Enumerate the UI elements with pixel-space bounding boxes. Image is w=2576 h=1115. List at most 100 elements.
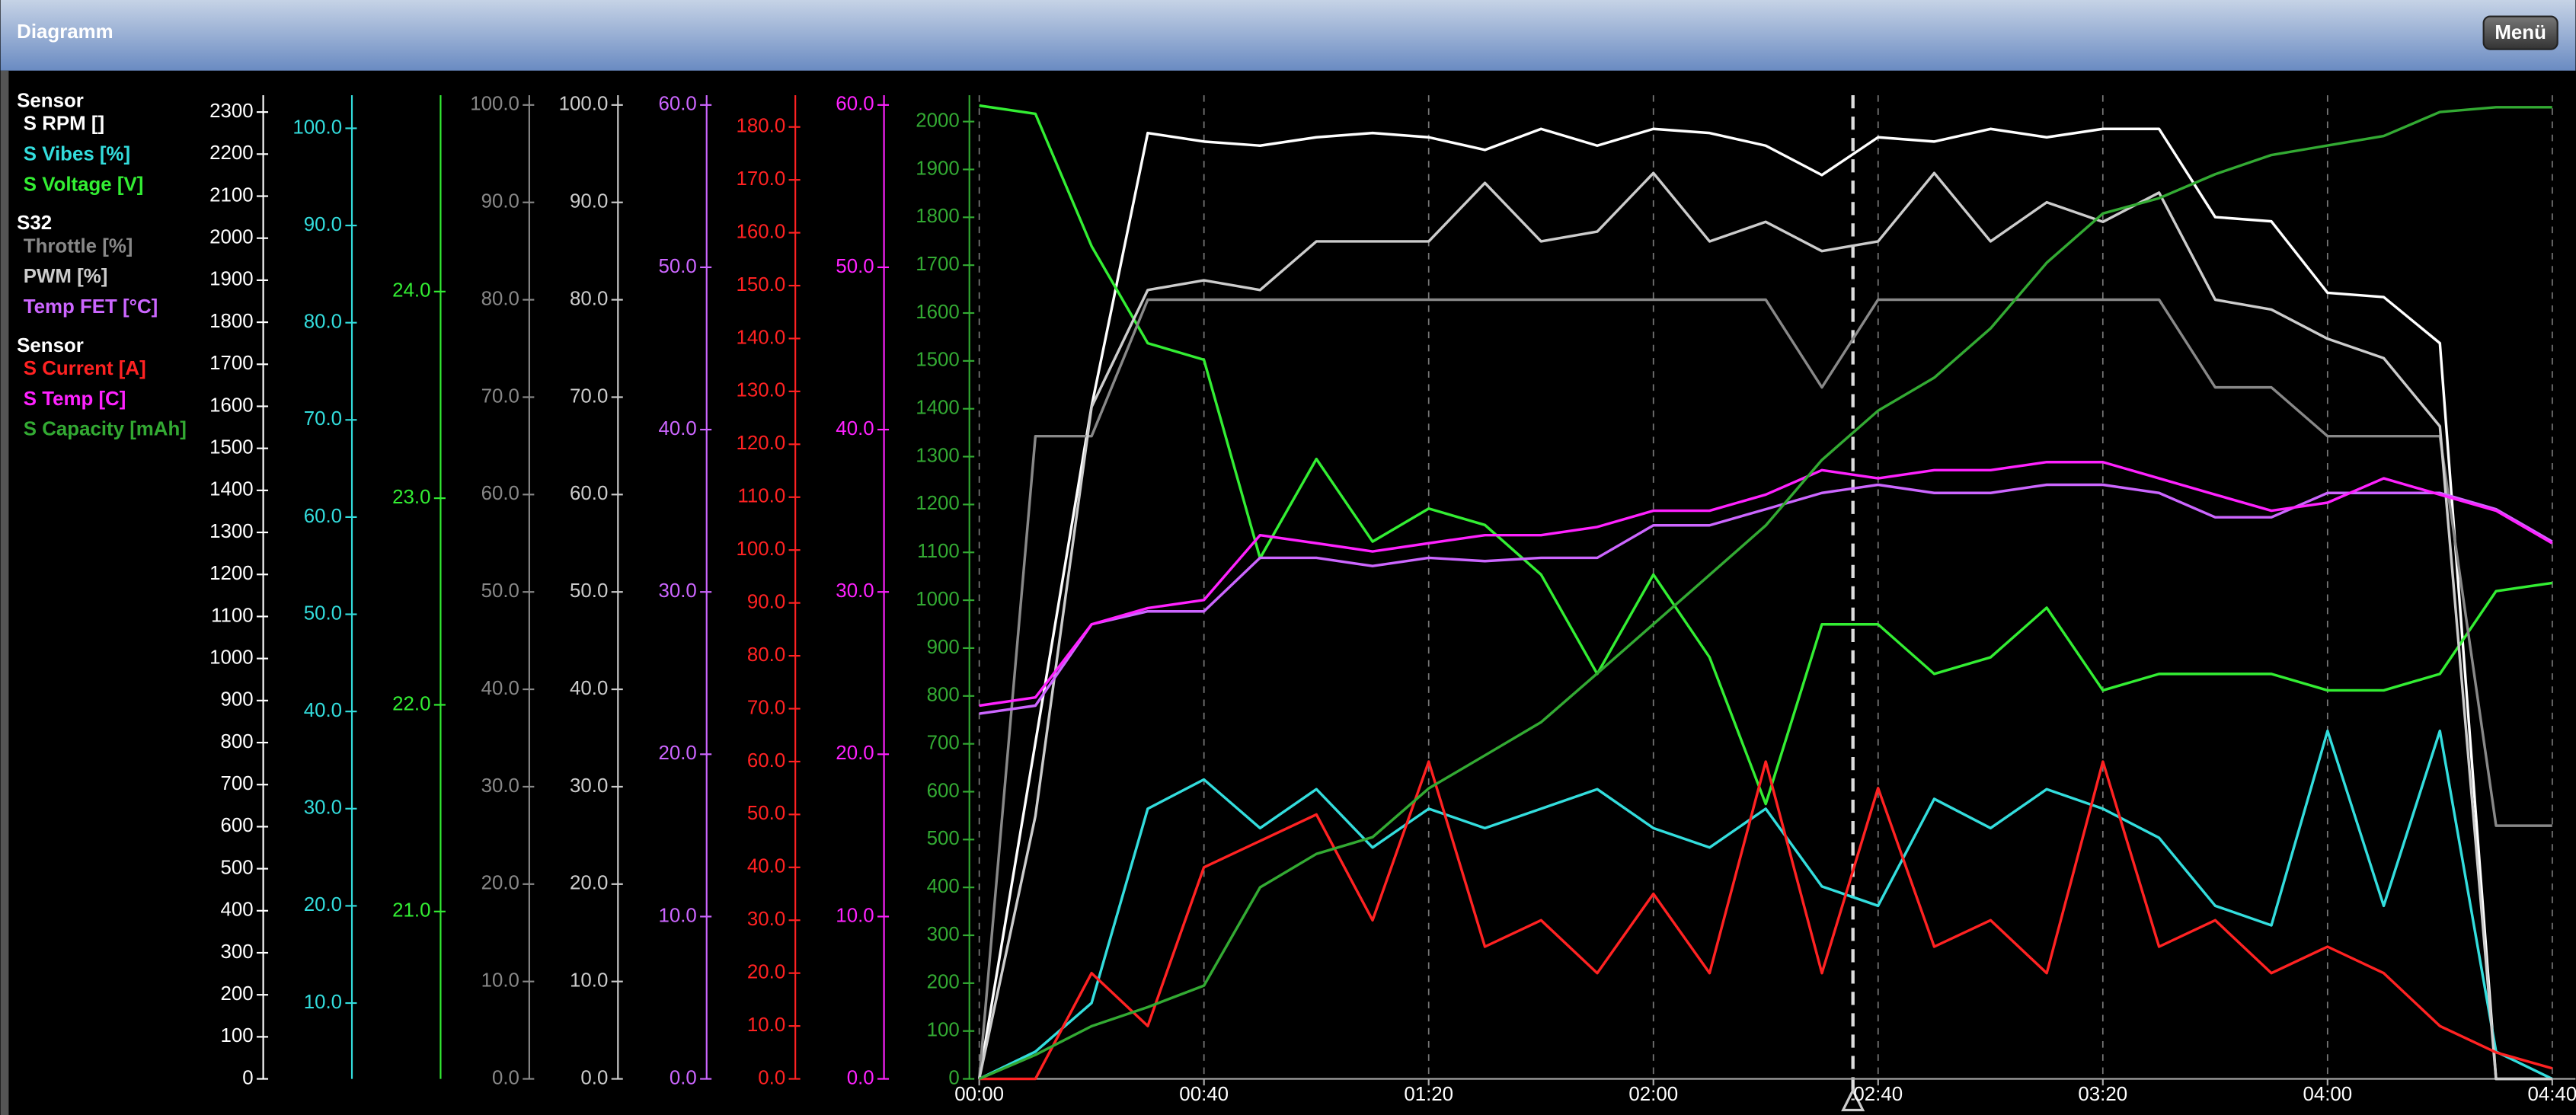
y-tick-label: 50.0 — [658, 256, 696, 277]
y-tick-label: 20.0 — [481, 873, 519, 894]
y-tick-label: 1900 — [916, 158, 960, 179]
series-line — [977, 298, 2552, 1079]
y-tick-label: 21.0 — [392, 900, 430, 922]
y-tick-label: 1100 — [211, 605, 254, 626]
y-tick-label: 600 — [927, 780, 960, 801]
y-tick-label: 40.0 — [836, 418, 874, 439]
x-tick-label: 00:00 — [954, 1084, 1004, 1105]
y-tick-label: 160.0 — [737, 221, 786, 242]
y-tick-label: 80.0 — [747, 644, 785, 666]
y-tick-label: 60.0 — [658, 94, 696, 115]
y-tick-label: 50.0 — [481, 580, 519, 602]
y-tick-label: 50.0 — [836, 256, 874, 277]
y-tick-label: 100.0 — [470, 94, 519, 115]
y-tick-label: 40.0 — [747, 856, 785, 877]
y-tick-label: 30.0 — [747, 909, 785, 930]
y-tick-label: 20.0 — [570, 873, 608, 894]
y-tick-label: 1700 — [916, 254, 960, 275]
y-tick-label: 400 — [220, 899, 253, 921]
menu-button-label[interactable]: Menü — [2495, 22, 2546, 43]
y-tick-label: 0.0 — [492, 1067, 519, 1088]
y-tick-label: 130.0 — [737, 380, 786, 401]
y-tick-label: 400 — [927, 876, 960, 897]
y-tick-label: 60.0 — [747, 750, 785, 772]
y-tick-label: 1800 — [916, 206, 960, 227]
y-tick-label: 700 — [927, 732, 960, 753]
legend-entry: S Voltage [V] — [24, 174, 144, 195]
y-tick-label: 100 — [927, 1020, 960, 1041]
y-tick-label: 700 — [220, 773, 253, 794]
y-tick-label: 0.0 — [670, 1067, 697, 1088]
y-tick-label: 1700 — [209, 353, 254, 374]
y-tick-label: 90.0 — [747, 591, 785, 612]
x-tick-label: 04:00 — [2303, 1084, 2352, 1105]
y-tick-label: 23.0 — [392, 487, 430, 508]
y-tick-label: 10.0 — [658, 905, 696, 926]
y-tick-label: 40.0 — [481, 678, 519, 699]
y-tick-label: 80.0 — [481, 288, 519, 309]
y-tick-label: 30.0 — [836, 580, 874, 602]
y-tick-label: 2200 — [209, 142, 254, 164]
y-tick-label: 900 — [927, 637, 960, 658]
y-tick-label: 1300 — [916, 445, 960, 466]
y-tick-label: 800 — [927, 685, 960, 706]
legend-entry: S Current [A] — [24, 358, 146, 379]
y-tick-label: 10.0 — [836, 905, 874, 926]
y-tick-label: 150.0 — [737, 274, 786, 296]
legend-entry: Throttle [%] — [24, 235, 133, 257]
series-line — [978, 106, 2552, 1081]
y-tick-label: 70.0 — [747, 697, 785, 718]
legend-entry: S RPM [] — [24, 113, 104, 135]
y-tick-label: 100.0 — [292, 117, 342, 138]
y-tick-label: 10.0 — [304, 992, 342, 1013]
y-tick-label: 24.0 — [392, 280, 430, 302]
legend-group-title: Sensor — [17, 335, 84, 356]
y-tick-label: 2300 — [209, 101, 254, 122]
y-tick-label: 0.0 — [847, 1067, 874, 1088]
y-tick-label: 30.0 — [304, 797, 342, 819]
y-tick-label: 20.0 — [747, 962, 785, 983]
y-tick-label: 100.0 — [559, 94, 609, 115]
y-tick-label: 200 — [927, 972, 960, 993]
y-tick-label: 170.0 — [737, 168, 786, 190]
y-tick-label: 10.0 — [747, 1014, 785, 1036]
y-tick-label: 90.0 — [481, 191, 519, 212]
y-tick-label: 30.0 — [570, 775, 608, 797]
y-tick-label: 20.0 — [658, 743, 696, 764]
y-tick-label: 60.0 — [481, 483, 519, 504]
y-tick-label: 60.0 — [304, 506, 342, 527]
y-tick-label: 900 — [220, 689, 253, 711]
y-tick-label: 120.0 — [737, 433, 786, 454]
y-tick-label: 500 — [927, 828, 960, 849]
y-tick-label: 60.0 — [570, 483, 608, 504]
y-tick-label: 100.0 — [737, 538, 786, 560]
y-tick-label: 20.0 — [304, 894, 342, 915]
y-tick-label: 40.0 — [304, 700, 342, 721]
y-tick-label: 200 — [220, 983, 253, 1005]
y-tick-label: 100 — [220, 1025, 253, 1046]
y-tick-label: 800 — [220, 731, 253, 752]
x-tick-label: 04:40 — [2527, 1084, 2576, 1105]
x-tick-label: 01:20 — [1404, 1084, 1453, 1105]
menu-button[interactable] — [2482, 15, 2558, 50]
y-tick-label: 1200 — [209, 563, 254, 584]
x-tick-label: 02:00 — [1628, 1084, 1678, 1105]
cursor-marker[interactable] — [1841, 1088, 1865, 1112]
y-tick-label: 300 — [927, 924, 960, 945]
y-tick-label: 1500 — [916, 350, 960, 371]
legend-entry: Temp FET [°C] — [24, 296, 158, 318]
series-line — [979, 461, 2553, 708]
y-tick-label: 50.0 — [304, 602, 342, 624]
series-line — [979, 760, 2553, 1081]
y-tick-label: 140.0 — [737, 327, 786, 348]
y-tick-label: 0.0 — [758, 1067, 785, 1088]
y-tick-label: 2000 — [209, 227, 254, 248]
y-tick-label: 1100 — [917, 541, 960, 562]
y-tick-label: 30.0 — [481, 775, 519, 797]
y-tick-label: 70.0 — [304, 408, 342, 430]
y-tick-label: 40.0 — [658, 418, 696, 439]
y-tick-label: 1400 — [916, 398, 960, 419]
y-tick-label: 50.0 — [747, 803, 785, 824]
